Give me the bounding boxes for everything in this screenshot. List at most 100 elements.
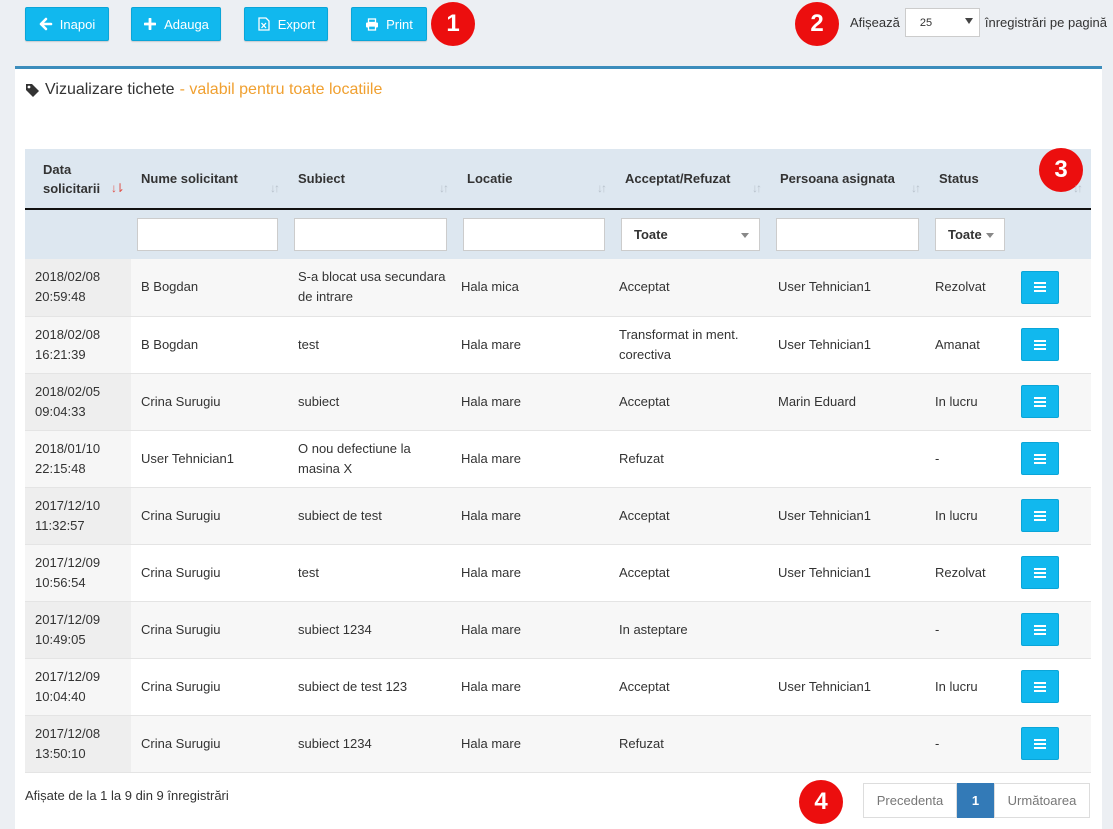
cell-date-time: 22:15:48	[35, 460, 86, 476]
cell-actions	[1017, 601, 1091, 658]
cell-date: 2017/12/10 11:32:57	[25, 487, 131, 544]
column-header-acceptat[interactable]: Acceptat/Refuzat ↓↑	[615, 149, 770, 210]
back-button-label: Inapoi	[59, 16, 96, 32]
plus-icon	[143, 17, 157, 31]
cell-actions	[1017, 658, 1091, 715]
arrow-left-icon	[39, 17, 53, 31]
filter-persoana-input[interactable]	[776, 218, 919, 251]
row-menu-button[interactable]	[1021, 727, 1059, 760]
sort-desc-icon: ↓⇂	[110, 181, 125, 195]
cell-nume: Crina Surugiu	[141, 393, 221, 409]
cell-status: In lucru	[935, 507, 978, 523]
cell-date: 2017/12/09 10:56:54	[25, 544, 131, 601]
filter-subiect-cell	[288, 209, 457, 259]
filter-acceptat-cell: Toate	[615, 209, 770, 259]
tickets-table: Data solicitarii ↓⇂ Nume solicitant ↓↑ Su…	[25, 148, 1091, 773]
cell-date-day: 2017/12/09	[35, 668, 101, 684]
column-header-actions[interactable]: 3 ↓↑	[1017, 148, 1091, 210]
cell-persoana: User Tehnician1	[778, 564, 871, 580]
cell-subiect: subiect de test	[298, 507, 382, 523]
tickets-panel: Vizualizare tichete - valabil pentru toa…	[15, 66, 1102, 829]
column-header-locatie[interactable]: Locatie ↓↑	[457, 149, 615, 210]
cell-date-time: 20:59:48	[35, 289, 86, 305]
sort-icon: ↓↑	[911, 181, 921, 195]
prev-page-button[interactable]: Precedenta	[863, 783, 957, 818]
cell-date: 2018/02/08 20:59:48	[25, 259, 131, 316]
row-menu-button[interactable]	[1021, 385, 1059, 418]
sort-icon: ↓↑	[752, 181, 762, 195]
cell-date: 2018/02/08 16:21:39	[25, 316, 131, 373]
cell-nume: Crina Surugiu	[141, 564, 221, 580]
cell-nume: B Bogdan	[141, 279, 199, 295]
row-menu-button[interactable]	[1021, 328, 1059, 361]
export-button[interactable]: Export	[244, 7, 328, 41]
menu-icon	[1034, 567, 1046, 578]
sort-icon: ↓↑	[270, 181, 280, 195]
sort-icon: ↓↑	[439, 181, 449, 195]
annotation-badge-1: 1	[431, 2, 475, 46]
cell-date-time: 16:21:39	[35, 346, 86, 362]
page-1-button[interactable]: 1	[957, 783, 994, 818]
cell-status: -	[935, 735, 940, 751]
filter-locatie-input[interactable]	[463, 218, 605, 251]
filter-persoana-cell	[770, 209, 929, 259]
caret-down-icon	[986, 233, 994, 238]
column-header-status[interactable]: Status	[929, 149, 1017, 210]
filter-nume-input[interactable]	[137, 218, 278, 251]
cell-date-day: 2017/12/09	[35, 611, 101, 627]
cell-date-time: 09:04:33	[35, 403, 86, 419]
filter-acceptat-select[interactable]: Toate	[621, 218, 760, 251]
cell-subiect: test	[298, 564, 319, 580]
cell-locatie: Hala mare	[461, 678, 521, 694]
page-length-select[interactable]: 25	[904, 8, 980, 37]
back-button[interactable]: Inapoi	[25, 7, 109, 41]
cell-status: In lucru	[935, 393, 978, 409]
cell-status: Rezolvat	[935, 279, 986, 295]
filter-status-select[interactable]: Toate	[935, 218, 1005, 251]
next-page-button[interactable]: Următoarea	[994, 783, 1090, 818]
row-menu-button[interactable]	[1021, 442, 1059, 475]
cell-acceptat: Acceptat	[619, 678, 670, 694]
cell-subiect: subiect 1234	[298, 735, 372, 751]
cell-locatie: Hala mare	[461, 564, 521, 580]
cell-nume: Crina Surugiu	[141, 621, 221, 637]
print-button[interactable]: Print	[351, 7, 427, 41]
row-menu-button[interactable]	[1021, 670, 1059, 703]
column-header-nume[interactable]: Nume solicitant ↓↑	[131, 149, 288, 210]
cell-locatie: Hala mica	[461, 279, 519, 295]
cell-locatie: Hala mare	[461, 735, 521, 751]
cell-status: -	[935, 621, 940, 637]
cell-actions	[1017, 373, 1091, 430]
cell-actions	[1017, 715, 1091, 772]
filter-subiect-input[interactable]	[294, 218, 447, 251]
export-button-label: Export	[277, 16, 316, 32]
cell-acceptat: Acceptat	[619, 564, 670, 580]
cell-actions	[1017, 430, 1091, 487]
menu-icon	[1034, 738, 1046, 749]
row-menu-button[interactable]	[1021, 613, 1059, 646]
row-menu-button[interactable]	[1021, 556, 1059, 589]
row-menu-button[interactable]	[1021, 270, 1059, 304]
menu-icon	[1034, 624, 1046, 635]
cell-date-day: 2018/02/05	[35, 383, 101, 399]
column-header-subiect[interactable]: Subiect ↓↑	[288, 149, 457, 210]
cell-date-time: 10:56:54	[35, 574, 86, 590]
table-row: 2017/12/09 10:04:40 Crina Surugiu subiect d…	[25, 658, 1091, 715]
cell-persoana	[770, 601, 929, 658]
cell-date: 2018/01/10 22:15:48	[25, 430, 131, 487]
menu-icon	[1034, 681, 1046, 692]
cell-actions	[1017, 259, 1091, 316]
cell-date-day: 2017/12/08	[35, 725, 101, 741]
add-button[interactable]: Adauga	[131, 7, 221, 41]
page-length-prefix: Afișează	[850, 15, 900, 30]
table-row: 2017/12/08 13:50:10 Crina Surugiu subiect 1…	[25, 715, 1091, 772]
cell-date-day: 2017/12/09	[35, 554, 101, 570]
column-header-persoana[interactable]: Persoana asignata ↓↑	[770, 149, 929, 210]
cell-locatie: Hala mare	[461, 336, 521, 352]
cell-nume: User Tehnician1	[141, 450, 234, 466]
cell-date: 2017/12/09 10:04:40	[25, 658, 131, 715]
cell-nume: B Bogdan	[141, 336, 199, 352]
toolbar: Inapoi Adauga Export Print 1 2 Afișează …	[0, 0, 1113, 66]
row-menu-button[interactable]	[1021, 499, 1059, 532]
column-header-date[interactable]: Data solicitarii ↓⇂	[25, 149, 131, 210]
